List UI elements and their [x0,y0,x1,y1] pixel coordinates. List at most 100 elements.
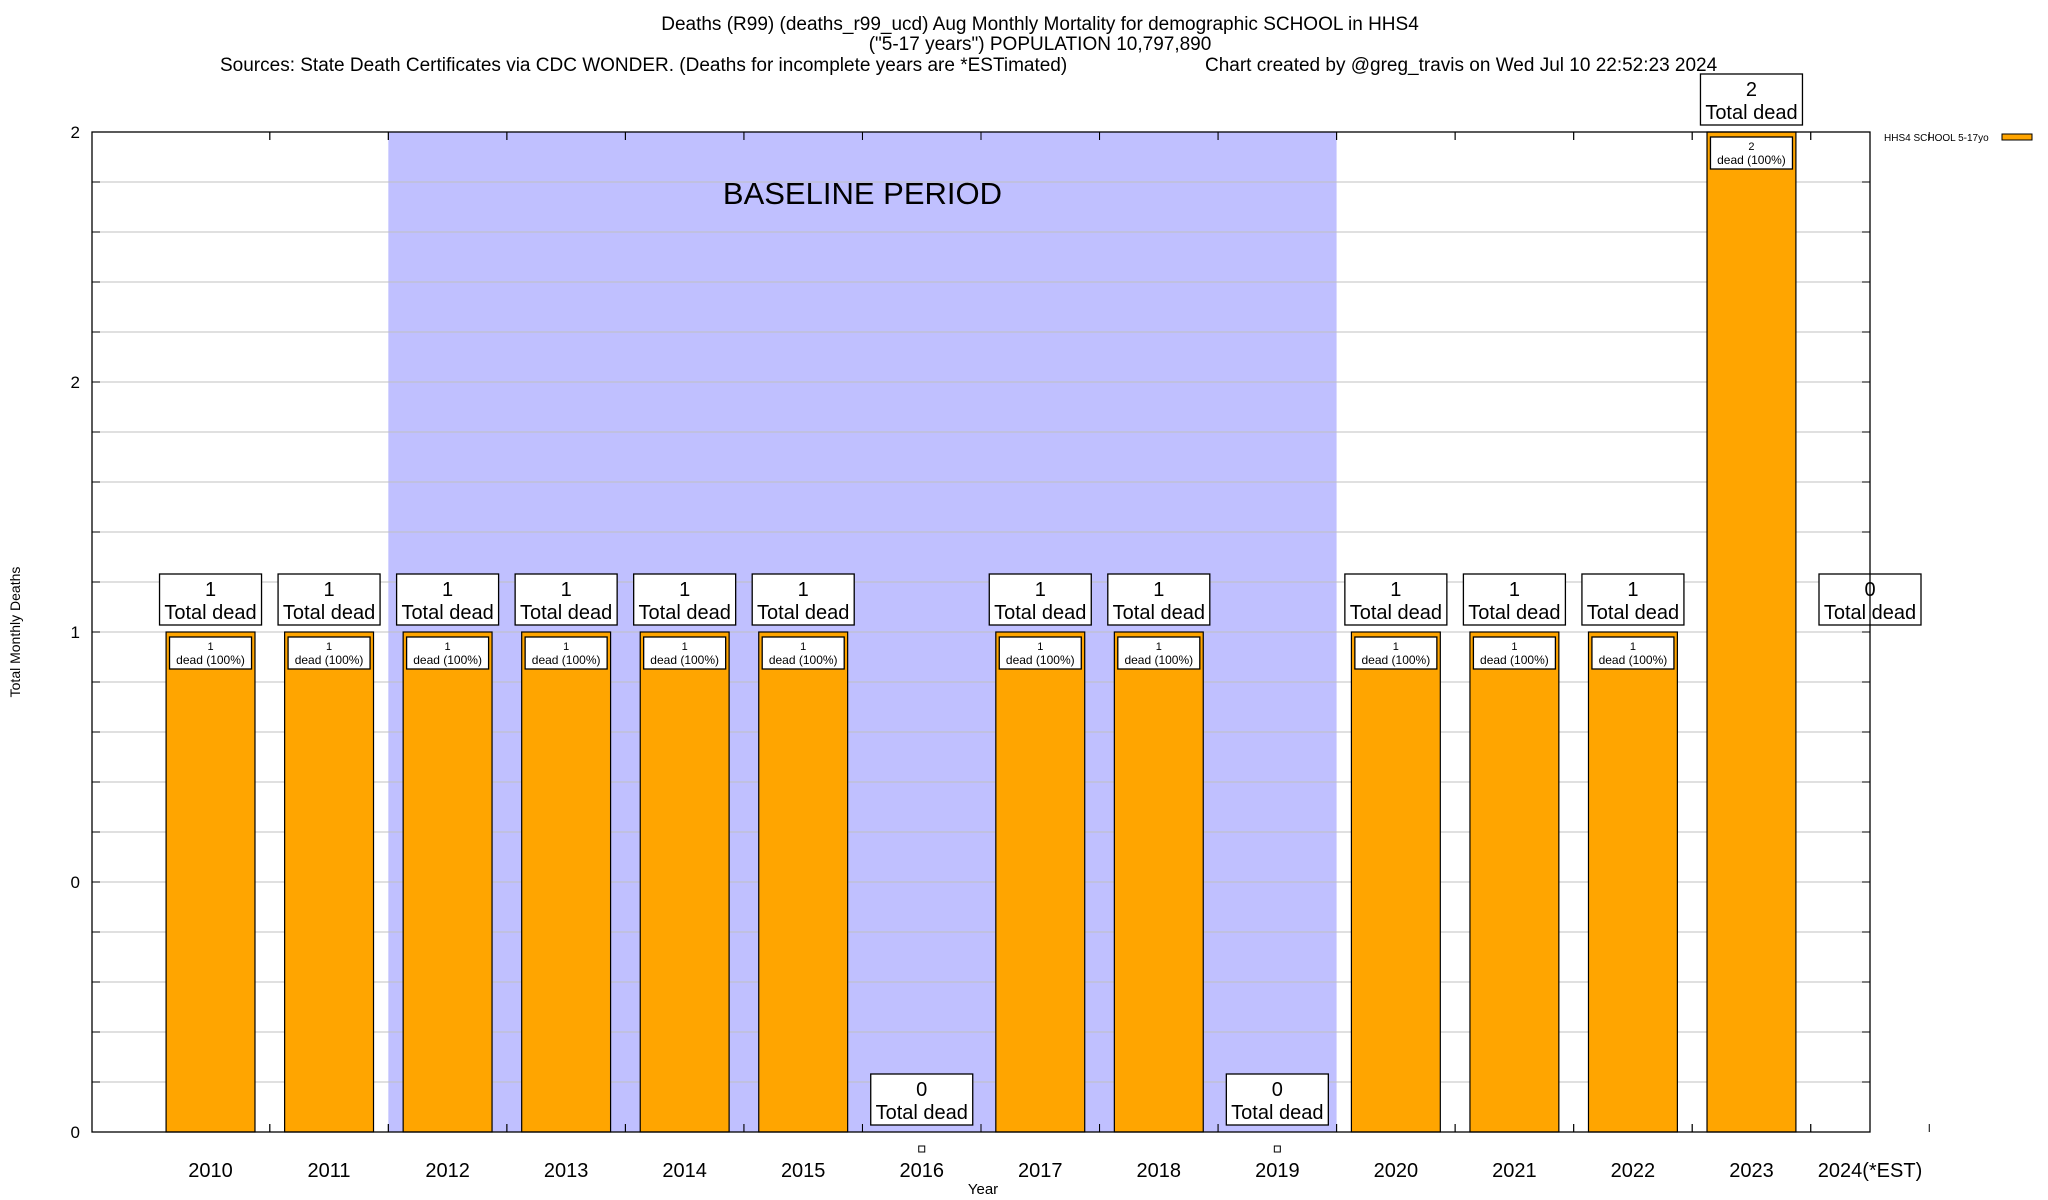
total-label-box [395,573,500,626]
bar [1469,631,1560,1133]
bar-value-label: 1 [800,641,806,653]
x-tick-label: 2018 [1137,1160,1182,1182]
chart-title-line-1: Deaths (R99) (deaths_r99_ucd) Aug Monthl… [661,14,1419,35]
x-tick-label: 2021 [1492,1160,1537,1182]
total-label-text: Total dead [876,1102,968,1124]
total-label-text: Total dead [639,602,731,624]
bar-value-label: 1 [1630,641,1636,653]
total-label-value: 1 [1153,579,1164,601]
total-label-box [988,573,1092,626]
total-label-value: 1 [1509,579,1520,601]
total-label-text: Total dead [1231,1102,1323,1124]
total-label-value: 2 [1746,79,1757,101]
bar-value-label-box [1472,636,1557,670]
x-tick-label: 2013 [544,1160,589,1182]
bar-value-label: dead (100%) [413,653,482,667]
total-label-box [1225,1073,1329,1126]
bar-value-label-box [1709,136,1794,170]
total-label-text: Total dead [283,602,375,624]
bar-value-label: dead (100%) [532,653,601,667]
bar [521,631,612,1133]
y-tick-label: 2 [71,123,80,142]
bar-value-label: dead (100%) [1599,653,1668,667]
chart-credit: Chart created by @greg_travis on Wed Jul… [1205,55,1718,76]
total-label-text: Total dead [757,602,849,624]
total-label-box [1581,573,1685,626]
bar-value-label-box [168,636,253,670]
bar-value-label: dead (100%) [176,653,245,667]
bar-value-label: dead (100%) [650,653,719,667]
bar [284,631,375,1133]
bar-value-label: 1 [445,641,451,653]
bar-value-label-box [1117,636,1201,670]
total-label-box [1107,573,1211,626]
x-tick-label: 2024(*EST) [1818,1160,1923,1182]
total-label-box [277,573,381,626]
y-tick-label: 0 [71,873,80,892]
total-label-text: Total dead [1587,602,1679,624]
x-tick-label: 2019 [1255,1160,1300,1182]
y-axis-label: Total Monthly Deaths [7,567,23,698]
bar [995,631,1086,1133]
bar [1706,131,1797,1133]
bar-value-label: 2 [1748,141,1754,153]
total-label-text: Total dead [994,602,1086,624]
total-label-text: Total dead [1350,602,1442,624]
bar-value-label: 1 [326,641,332,653]
x-tick-label: 2020 [1374,1160,1419,1182]
x-tick-label: 2010 [188,1160,233,1182]
total-label-box [1699,73,1804,126]
total-label-box [158,573,263,626]
x-tick-label: 2016 [899,1160,944,1182]
total-label-value: 1 [1035,579,1046,601]
bar-value-label-box [524,636,608,670]
plot-border [91,131,1871,1133]
x-tick-label: 2011 [308,1160,351,1182]
total-label-box [514,573,618,626]
total-label-value: 1 [442,579,453,601]
bar-value-label: dead (100%) [1480,653,1549,667]
total-label-text: Total dead [1113,602,1205,624]
bar-value-label-box [1591,636,1675,670]
bar-value-label-box [405,636,490,670]
total-label-text: Total dead [1705,102,1797,124]
y-tick-label: 0 [71,1123,80,1142]
total-label-value: 1 [1627,579,1638,601]
bar [1587,631,1678,1133]
bar-value-label: 1 [682,641,688,653]
total-label-box [751,573,855,626]
y-tick-label: 1 [71,623,80,642]
bar [165,631,256,1133]
bar-value-label-box [761,636,845,670]
baseline-period-label: BASELINE PERIOD [723,176,1002,211]
total-label-value: 1 [1390,579,1401,601]
chart-title-line-2: ("5-17 years") POPULATION 10,797,890 [869,34,1212,55]
total-label-text: Total dead [401,602,493,624]
bar-value-label: 1 [563,641,569,653]
total-label-text: Total dead [164,602,256,624]
bar-value-label: dead (100%) [1362,653,1431,667]
bar-value-label: 1 [1511,641,1517,653]
bar-value-label: dead (100%) [295,653,364,667]
total-label-box [1344,573,1448,626]
bar-value-label-box [287,636,371,670]
legend: HHS4 SCHOOL 5-17yo [1884,133,2033,144]
total-label-box [633,573,737,626]
bar-value-label: dead (100%) [1006,653,1075,667]
x-tick-label: 2017 [1018,1160,1063,1182]
total-label-box [870,1073,974,1126]
bar-value-label: 1 [207,641,213,653]
y-tick-label: 2 [71,373,80,392]
bar-value-label: 1 [1393,641,1399,653]
x-tick-label: 2014 [662,1160,707,1182]
total-label-value: 0 [916,1079,927,1101]
total-label-value: 1 [205,579,216,601]
total-label-text: Total dead [1468,602,1560,624]
total-label-value: 1 [561,579,572,601]
x-tick-label: 2023 [1729,1160,1774,1182]
x-tick-label: 2012 [425,1160,470,1182]
zero-marker [918,1145,926,1153]
bar [1113,631,1204,1133]
bar-value-label: dead (100%) [1717,153,1786,167]
